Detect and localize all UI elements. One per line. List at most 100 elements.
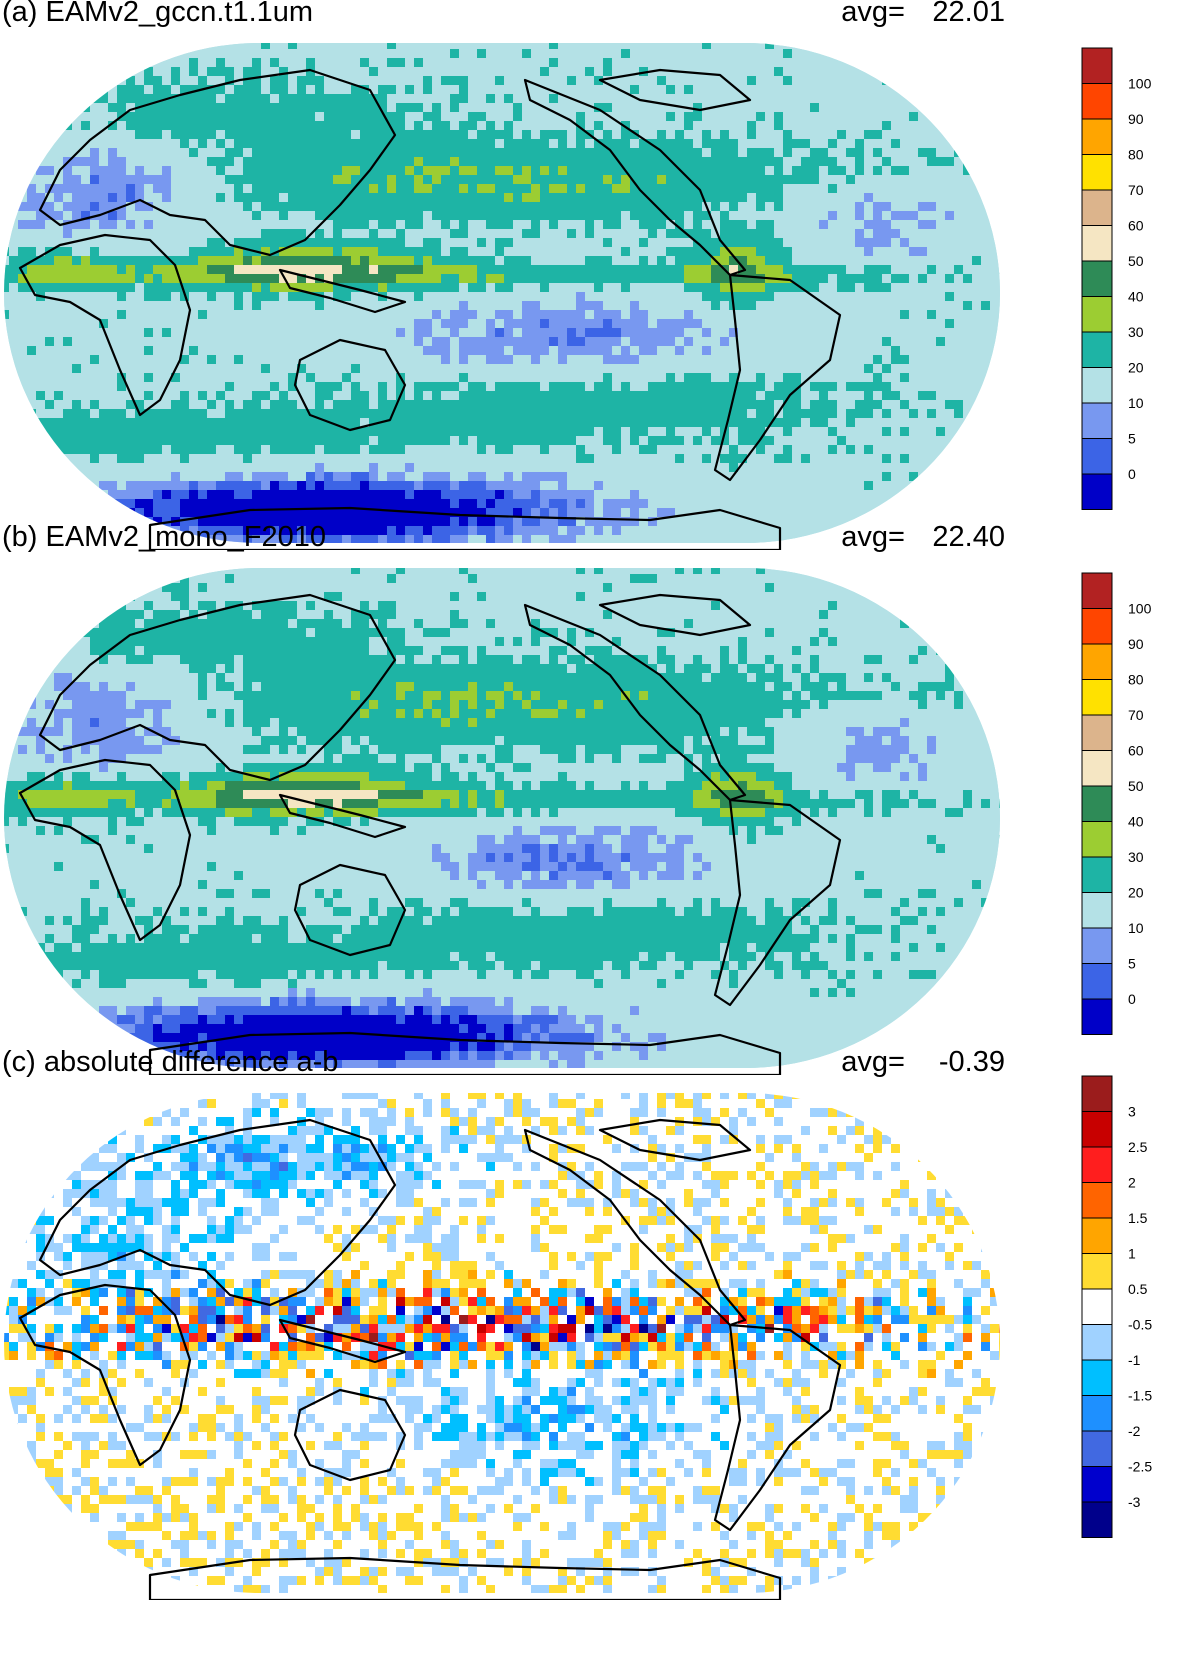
coastline	[38, 1118, 397, 1307]
colorbar-tick-label: 1.5	[1128, 1210, 1148, 1226]
colorbar-swatch	[1081, 998, 1113, 1035]
colorbar-swatch	[1081, 1466, 1113, 1503]
avg-value: 22.01	[932, 0, 1005, 28]
coastline	[38, 68, 397, 257]
colorbar-swatch	[1081, 154, 1113, 191]
colorbar-tick-label: 0	[1128, 466, 1136, 482]
colorbar-swatch	[1081, 750, 1113, 787]
colorbar-swatch	[1081, 402, 1113, 439]
colorbar-tick-label: 20	[1128, 885, 1144, 901]
coastline	[598, 68, 752, 112]
colorbar-tick-label: 50	[1128, 778, 1144, 794]
avg-label: avg=	[841, 1046, 905, 1078]
world-map	[4, 1093, 1000, 1600]
colorbar-swatch	[1081, 608, 1113, 645]
world-map	[4, 568, 1000, 1075]
colorbar-swatch	[1081, 331, 1113, 368]
panel-title: (c) absolute difference a-b	[2, 1046, 339, 1078]
colorbar-swatch	[1081, 856, 1113, 893]
colorbar-tick-label: 100	[1128, 76, 1152, 92]
colorbar-swatch	[1081, 927, 1113, 964]
avg-value: -0.39	[938, 1046, 1005, 1078]
colorbar-tick-label: -2.5	[1128, 1459, 1152, 1475]
colorbar-tick-label: 50	[1128, 253, 1144, 269]
panel-a: (a) EAMv2_gccn.t1.1um avg= 22.01 0 5 10 20 30…	[0, 0, 1188, 560]
colorbar-tick-label: 60	[1128, 218, 1144, 234]
colorbar-tick-label: -0.5	[1128, 1317, 1152, 1333]
colorbar-tick-label: 10	[1128, 395, 1144, 411]
panel-average: avg= -0.39	[841, 1046, 1005, 1079]
colorbar-tick-label: -1.5	[1128, 1388, 1152, 1404]
panel-title: (b) EAMv2_mono_F2010	[2, 521, 326, 553]
colorbar-swatch	[1081, 643, 1113, 680]
colorbar-tick-label: 0	[1128, 991, 1136, 1007]
colorbar-swatch	[1081, 367, 1113, 404]
colorbar-swatch	[1081, 1217, 1113, 1254]
colorbar-swatch	[1081, 963, 1113, 1000]
colorbar-tick-label: 90	[1128, 636, 1144, 652]
colorbar-swatch	[1081, 189, 1113, 226]
colorbar-tick-label: 5	[1128, 956, 1136, 972]
colorbar-swatch	[1081, 1075, 1113, 1112]
colorbar-swatch	[1081, 785, 1113, 822]
colorbar-swatch	[1081, 1430, 1113, 1467]
coastline	[18, 1283, 192, 1467]
colorbar-swatch	[1081, 1146, 1113, 1183]
coastline	[598, 1118, 752, 1162]
colorbar-tick-label: 70	[1128, 707, 1144, 723]
coastline	[598, 593, 752, 637]
panel-average: avg= 22.01	[841, 0, 1005, 29]
avg-label: avg=	[841, 521, 905, 553]
colorbar-swatch	[1081, 118, 1113, 155]
colorbar-tick-label: 100	[1128, 601, 1152, 617]
panel-title: (a) EAMv2_gccn.t1.1um	[2, 0, 314, 28]
colorbar-swatch	[1081, 1111, 1113, 1148]
colorbar-tick-label: -1	[1128, 1352, 1141, 1368]
coastline	[523, 78, 747, 277]
coastline	[278, 1318, 407, 1364]
coastline	[293, 863, 407, 957]
coastline	[38, 593, 397, 782]
colorbar-swatch	[1081, 1288, 1113, 1325]
colorbar-tick-label: 80	[1128, 147, 1144, 163]
coastline	[278, 268, 407, 314]
coastline	[293, 1388, 407, 1482]
colorbar-swatch	[1081, 572, 1113, 609]
avg-value: 22.40	[932, 521, 1005, 553]
colorbar-tick-label: 2	[1128, 1175, 1136, 1191]
coastline	[293, 338, 407, 432]
coastline	[523, 1128, 747, 1327]
coastline	[148, 1556, 782, 1600]
colorbar: -3 -2.5 -2 -1.5 -1 -0.5 0.5 1 1.5 2 2.5 3	[1081, 1075, 1152, 1538]
colorbar-tick-label: 10	[1128, 920, 1144, 936]
colorbar-swatch	[1081, 892, 1113, 929]
colorbar-tick-label: 0.5	[1128, 1281, 1148, 1297]
colorbar-tick-label: 30	[1128, 324, 1144, 340]
colorbar-tick-label: 70	[1128, 182, 1144, 198]
colorbar-swatch	[1081, 714, 1113, 751]
panel-b: (b) EAMv2_mono_F2010 avg= 22.40 0 5 10 20 30 4…	[0, 521, 1188, 1085]
coastline	[278, 793, 407, 839]
colorbar-swatch	[1081, 260, 1113, 297]
panel-average: avg= 22.40	[841, 521, 1005, 554]
colorbar-tick-label: 60	[1128, 743, 1144, 759]
colorbar-swatch	[1081, 1182, 1113, 1219]
colorbar-tick-label: -2	[1128, 1423, 1141, 1439]
colorbar-tick-label: 40	[1128, 289, 1144, 305]
colorbar-tick-label: 5	[1128, 431, 1136, 447]
colorbar-swatch	[1081, 438, 1113, 475]
coastline	[713, 273, 842, 482]
colorbar: 0 5 10 20 30 40 50 60 70 80 90 100	[1081, 47, 1152, 510]
colorbar-swatch	[1081, 47, 1113, 84]
avg-label: avg=	[841, 0, 905, 28]
coastline	[148, 506, 782, 550]
colorbar-swatch	[1081, 1501, 1113, 1538]
colorbar-tick-label: 20	[1128, 360, 1144, 376]
coastline	[18, 233, 192, 417]
colorbar-swatch	[1081, 821, 1113, 858]
colorbar-tick-label: -3	[1128, 1494, 1141, 1510]
colorbar-tick-label: 30	[1128, 849, 1144, 865]
coastline	[713, 798, 842, 1007]
colorbar-swatch	[1081, 83, 1113, 120]
colorbar-swatch	[1081, 296, 1113, 333]
